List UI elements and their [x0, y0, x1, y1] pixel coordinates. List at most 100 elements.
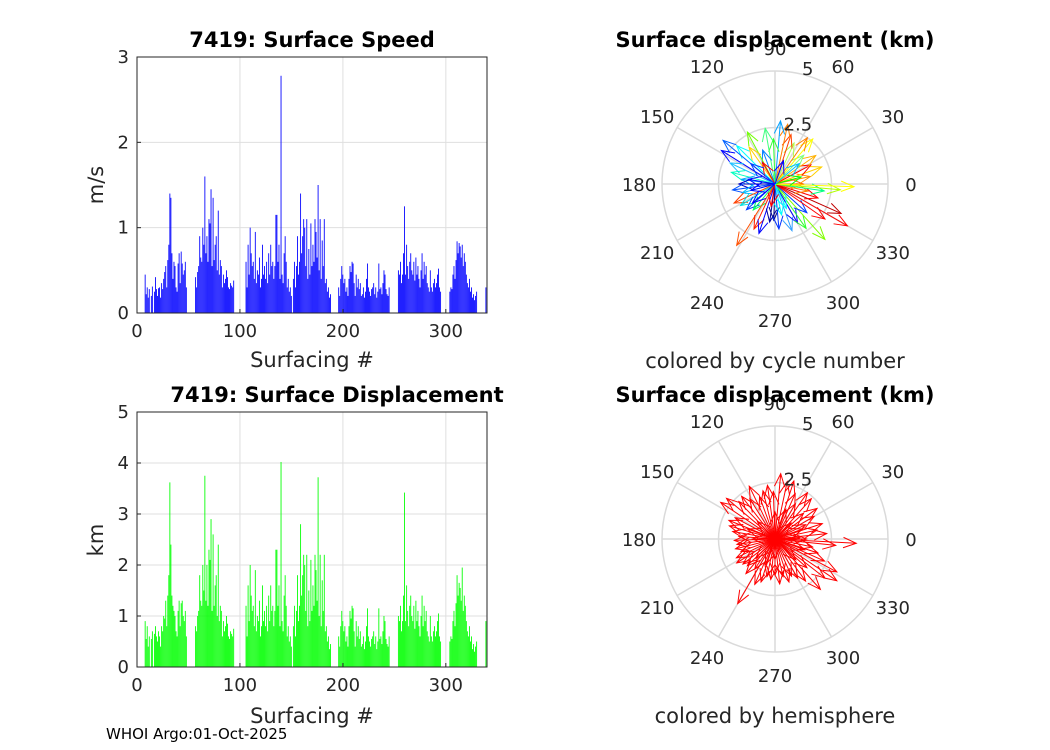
displacement-bar: [327, 636, 329, 667]
speed-bar: [217, 210, 219, 313]
speed-bar: [288, 291, 290, 313]
speed-tick-label-y: 0: [118, 303, 129, 324]
displacement-bar: [408, 626, 410, 667]
speed-bar: [299, 261, 300, 313]
polar-hemisphere-arrow-head: [798, 497, 813, 513]
displacement-bar: [420, 616, 422, 667]
polar-hemisphere-angle-label: 120: [690, 412, 724, 433]
displacement-bar: [286, 636, 288, 667]
speed-bar: [355, 274, 357, 313]
speed-bar: [404, 206, 405, 313]
polar-cycle-arrow-shaft: [774, 183, 819, 199]
displacement-bar: [400, 605, 401, 667]
polar-cycle-arrow-head: [785, 162, 801, 177]
speed-axes-frame: [136, 56, 488, 314]
speed-bar: [359, 283, 361, 313]
polar-cycle-arrow-shaft: [774, 166, 822, 185]
displacement-bar: [382, 631, 384, 667]
displacement-bar: [150, 638, 152, 667]
displacement-bar: [181, 600, 183, 667]
speed-bar: [281, 274, 283, 313]
polar-cycle-arrow-shaft: [774, 176, 802, 185]
speed-bar: [418, 278, 420, 313]
displacement-grid: [137, 412, 487, 667]
polar-hemisphere-arrow-shaft: [774, 537, 800, 540]
polar-cycle-arrow-shaft: [774, 183, 826, 240]
speed-bar: [170, 197, 172, 313]
speed-bar: [167, 260, 169, 313]
displacement-tick-label-y: 5: [118, 402, 129, 423]
polar-hemisphere-chart: 0 30 60 90 120 150 180 210 240 270 300 330 2.5 5 Surf…: [615, 383, 934, 728]
displacement-bar: [249, 565, 251, 667]
displacement-bar: [325, 626, 327, 667]
displacement-bar: [221, 636, 223, 667]
polar-cycle-arrow-shaft: [774, 138, 814, 185]
polar-hemisphere-arrow-head: [756, 520, 771, 535]
speed-bar: [423, 261, 425, 313]
displacement-bar: [421, 595, 423, 667]
speed-bar: [253, 278, 255, 313]
polar-hemisphere-arrow-head: [810, 550, 826, 562]
displacement-bar: [263, 621, 264, 667]
displacement-bar: [377, 641, 379, 667]
displacement-bar: [349, 610, 351, 667]
displacement-bar: [197, 616, 199, 667]
speed-bar: [200, 257, 202, 313]
displacement-bar: [385, 638, 387, 667]
displacement-bar: [168, 575, 170, 667]
speed-bar: [177, 263, 179, 313]
speed-bar: [245, 261, 247, 313]
displacement-bar: [227, 623, 228, 667]
speed-bar: [231, 285, 233, 313]
polar-cycle-arrow-shaft: [752, 183, 776, 204]
polar-hemisphere-arrow-shaft: [754, 538, 776, 585]
speed-tick-label-x: 200: [326, 321, 360, 342]
displacement-bar: [267, 631, 269, 667]
speed-bar: [148, 289, 150, 313]
polar-cycle-arrow-shaft: [774, 163, 800, 185]
polar-cycle-arrow-shaft: [732, 183, 776, 191]
polar-cycle-arrow-shaft: [774, 142, 795, 185]
polar-hemisphere-arrow-head: [749, 497, 762, 513]
speed-bar: [156, 289, 157, 313]
displacement-bar: [413, 605, 415, 667]
speed-bar: [436, 283, 437, 313]
displacement-bar: [459, 587, 461, 667]
polar-cycle-angle-label: 150: [640, 107, 674, 128]
displacement-bar: [268, 595, 270, 667]
polar-hemisphere-arrow-shaft: [774, 538, 838, 573]
displacement-bar: [262, 585, 263, 667]
polar-hemisphere-angle-label: 30: [881, 462, 904, 483]
speed-bar: [352, 263, 354, 313]
speed-bar: [432, 283, 434, 313]
speed-bar: [276, 214, 278, 313]
displacement-bar: [230, 631, 232, 667]
displacement-bar: [330, 644, 331, 667]
speed-bar: [168, 244, 170, 313]
displacement-bar: [290, 646, 292, 667]
speed-bar: [406, 244, 408, 313]
displacement-bar: [250, 595, 252, 667]
speed-bar: [278, 244, 280, 313]
speed-bar: [313, 261, 315, 313]
speed-bar: [357, 278, 359, 313]
polar-hemisphere-arrow-shaft: [747, 528, 776, 540]
displacement-bar: [468, 626, 470, 667]
polar-cycle-arrow-shaft: [774, 160, 784, 185]
polar-hemisphere-arrow-head: [779, 480, 791, 496]
polar-cycle-arrow-head: [790, 154, 805, 169]
displacement-bar: [432, 631, 434, 667]
displacement-bar: [305, 610, 307, 667]
speed-bar: [232, 287, 234, 313]
speed-bar: [203, 244, 205, 313]
polar-cycle-angle-label: 240: [690, 293, 724, 314]
displacement-bar: [412, 621, 414, 667]
displacement-bar: [466, 631, 468, 667]
displacement-bar: [458, 582, 460, 667]
polar-cycle-arrow-head: [720, 149, 736, 163]
polar-cycle-arrow-head: [803, 188, 820, 200]
displacement-bar: [452, 621, 454, 667]
polar-cycle-angle-label: 120: [690, 57, 724, 78]
displacement-bar: [284, 575, 286, 667]
polar-cycle-arrow-head: [800, 137, 814, 153]
